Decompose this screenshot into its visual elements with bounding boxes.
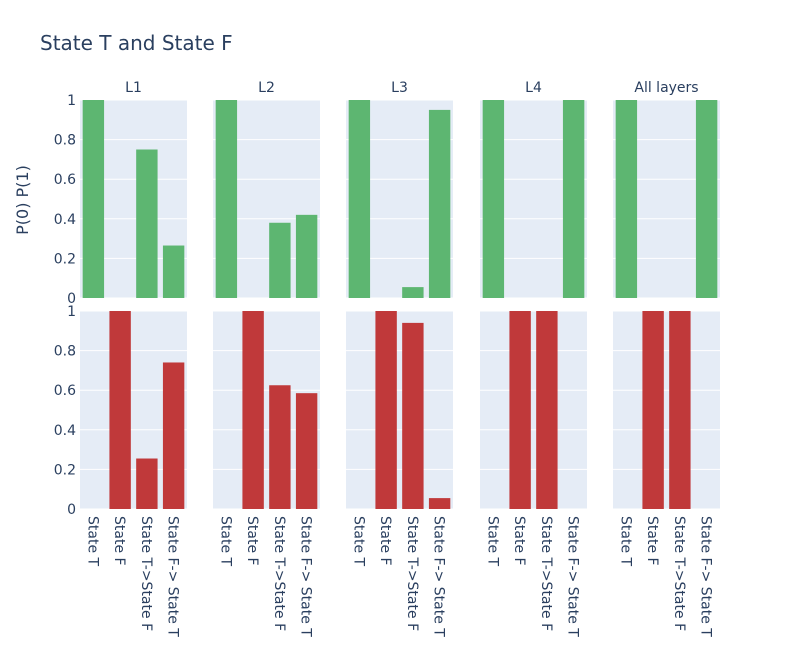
bar: [295, 214, 318, 298]
panel-title: L4: [525, 80, 542, 96]
bar: [509, 311, 531, 509]
bar: [295, 393, 318, 509]
y-tick-label: 0: [67, 502, 76, 518]
panel-title: L2: [258, 80, 275, 96]
bar: [82, 100, 105, 298]
y-tick-label: 0.2: [54, 251, 76, 267]
panel-title: L3: [391, 80, 408, 96]
bar: [136, 458, 158, 509]
bar: [242, 311, 264, 509]
bar: [402, 287, 424, 298]
y-tick-label: 1: [67, 304, 76, 320]
x-tick-label: State T->State F: [671, 516, 687, 631]
x-tick-label: State T: [484, 516, 500, 567]
x-tick-label: State T->State F: [138, 516, 154, 631]
bar: [136, 149, 158, 298]
bar: [428, 498, 451, 509]
y-tick-label: 0.6: [54, 383, 76, 399]
bar: [482, 100, 505, 298]
panel-background: [613, 311, 720, 509]
x-tick-label: State F: [644, 516, 660, 566]
y-tick-label: 0.8: [54, 133, 76, 149]
bar: [215, 100, 238, 298]
x-tick-label: State T->State F: [271, 516, 287, 631]
bar: [162, 362, 185, 509]
panel-background: [480, 311, 587, 509]
x-tick-label: State F: [511, 516, 527, 566]
y-axis-label: P(0) P(1): [13, 165, 32, 235]
x-tick-label: State F-> State T: [698, 516, 714, 637]
y-tick-label: 0.6: [54, 172, 76, 188]
bar: [402, 322, 424, 509]
x-tick-label: State T->State F: [404, 516, 420, 631]
x-tick-label: State T: [350, 516, 366, 567]
x-tick-label: State F-> State T: [565, 516, 581, 637]
bar: [428, 109, 451, 299]
bar: [562, 100, 585, 298]
bar: [348, 100, 371, 298]
x-tick-label: State T: [617, 516, 633, 567]
y-tick-label: 0.8: [54, 344, 76, 360]
x-tick-label: State F-> State T: [431, 516, 447, 637]
bar: [269, 222, 291, 298]
y-tick-label: 0.4: [54, 423, 76, 439]
chart-title: State T and State F: [40, 31, 233, 55]
x-tick-label: State F-> State T: [165, 516, 181, 637]
y-tick-label: 0.2: [54, 462, 76, 478]
bar: [536, 311, 558, 509]
panel-background: [346, 311, 453, 509]
bar: [669, 311, 691, 509]
x-tick-label: State F-> State T: [298, 516, 314, 637]
x-tick-label: State T: [84, 516, 100, 567]
x-tick-label: State F: [244, 516, 260, 566]
x-tick-label: State F: [377, 516, 393, 566]
bar: [162, 245, 185, 298]
bar: [642, 311, 664, 509]
panel-title: L1: [125, 80, 142, 96]
bar: [375, 311, 397, 509]
bar: [109, 311, 131, 509]
bar: [269, 385, 291, 509]
x-tick-label: State F: [111, 516, 127, 566]
x-tick-label: State T->State F: [538, 516, 554, 631]
x-tick-label: State T: [217, 516, 233, 567]
bar: [695, 100, 718, 298]
y-tick-label: 0: [67, 291, 76, 307]
panel-title: All layers: [634, 80, 698, 96]
y-tick-label: 0.4: [54, 212, 76, 228]
bar: [615, 100, 638, 298]
y-tick-label: 1: [67, 93, 76, 109]
